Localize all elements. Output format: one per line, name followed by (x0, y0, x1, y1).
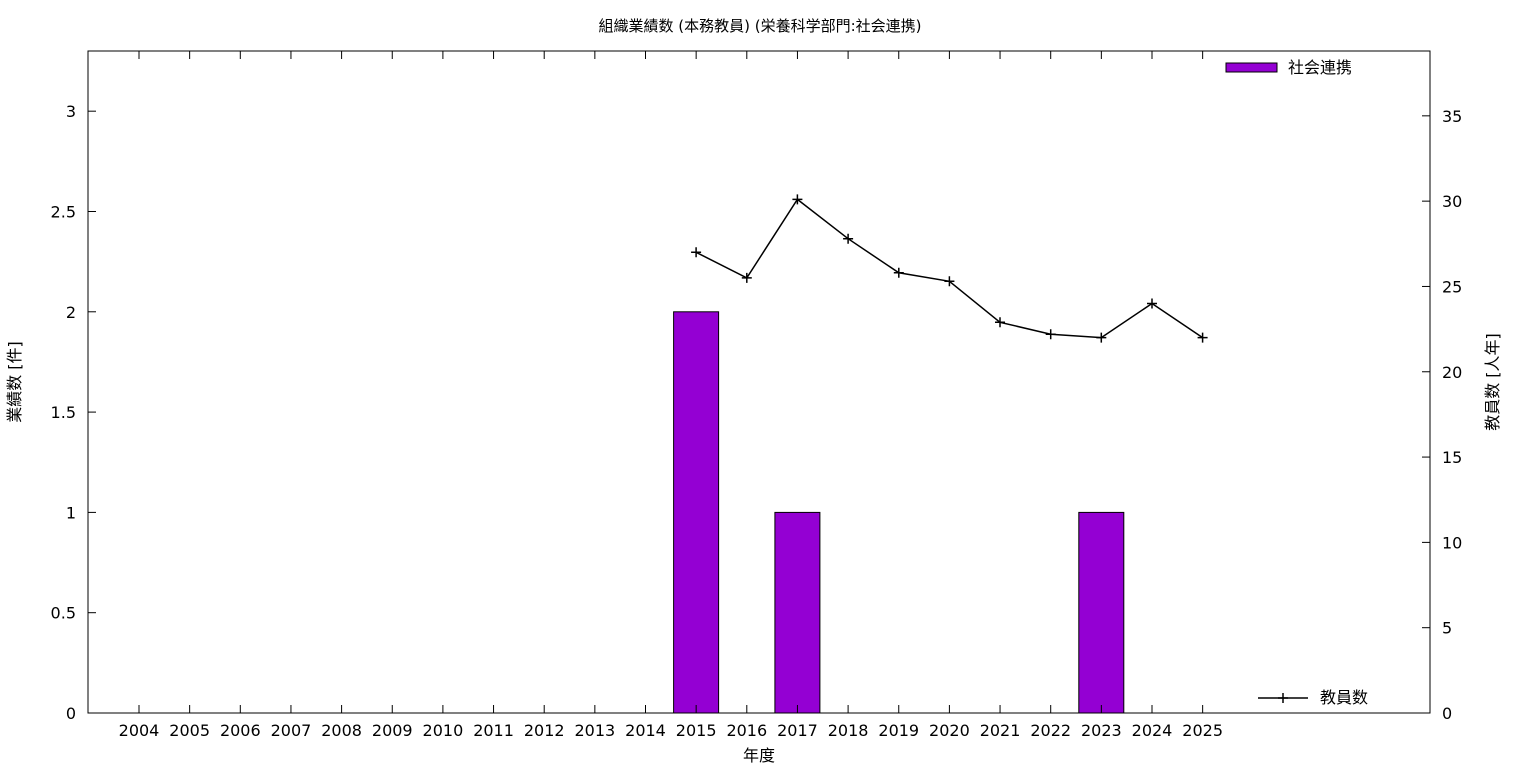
line-point (1197, 332, 1208, 343)
x-tick-label: 2018 (828, 721, 869, 740)
x-tick-label: 2006 (220, 721, 261, 740)
legend-bar: 社会連携 (1225, 58, 1352, 77)
x-tick-label: 2017 (777, 721, 818, 740)
y-tick-label: 1 (66, 503, 76, 522)
x-tick-label: 2012 (524, 721, 565, 740)
y-tick-label: 2 (66, 303, 76, 322)
y-tick-label: 0.5 (51, 604, 76, 623)
bar-2023 (1078, 511, 1125, 714)
x-tick-label: 2008 (321, 721, 362, 740)
x-tick-label: 2019 (878, 721, 919, 740)
legend-line-marker (1278, 693, 1288, 703)
y-axis-right: 0 5 10 15 20 25 30 35 (1422, 107, 1462, 723)
y2-tick-label: 30 (1442, 192, 1462, 211)
line-point (944, 276, 955, 287)
x-tick-label: 2004 (119, 721, 160, 740)
line-point (1147, 298, 1157, 309)
y2-tick-label: 5 (1442, 619, 1452, 638)
x-tick-label: 2020 (929, 721, 970, 740)
y2-tick-label: 25 (1442, 277, 1462, 296)
line-point (1096, 332, 1107, 343)
x-tick-label: 2009 (372, 721, 413, 740)
line-series (695, 198, 1204, 339)
chart-title: 組織業績数 (本務教員) (栄養科学部門:社会連携) (598, 17, 921, 35)
x-tick-label: 2010 (423, 721, 464, 740)
x-tick-label: 2007 (271, 721, 312, 740)
legend-bar-label: 社会連携 (1288, 58, 1352, 77)
bars-group (673, 311, 1125, 714)
y2-tick-label: 20 (1442, 363, 1462, 382)
y2-tick-label: 10 (1442, 533, 1462, 552)
x-tick-label: 2005 (169, 721, 210, 740)
y-axis-label-left: 業績数 [件] (5, 341, 24, 423)
y2-tick-label: 35 (1442, 107, 1462, 126)
y2-tick-label: 0 (1442, 704, 1452, 723)
x-axis-label: 年度 (743, 746, 775, 765)
line-point (691, 247, 702, 258)
x-tick-label: 2021 (980, 721, 1021, 740)
line-point (792, 194, 803, 205)
x-axis: 2004 2005 2006 2007 2008 2009 2010 2011 2012 2013… (119, 51, 1223, 740)
bar-2015 (673, 311, 720, 714)
legend-line: 教員数 (1258, 688, 1368, 707)
bar-2017 (774, 511, 821, 714)
line-point (995, 317, 1005, 328)
y-tick-label: 1.5 (51, 403, 76, 422)
line-group (691, 194, 1208, 343)
y-axis-left: 0 0.5 1 1.5 2 2.5 3 (51, 102, 96, 723)
line-point (1045, 329, 1056, 340)
x-tick-label: 2022 (1030, 721, 1071, 740)
x-tick-label: 2016 (726, 721, 767, 740)
y-axis-label-right: 教員数 [人年] (1483, 333, 1502, 431)
plot-frame (87, 50, 1431, 714)
y2-tick-label: 15 (1442, 448, 1462, 467)
line-point (893, 267, 904, 278)
legend-line-label: 教員数 (1320, 688, 1368, 707)
y-tick-label: 2.5 (51, 202, 76, 221)
line-point (843, 233, 854, 244)
x-tick-label: 2013 (574, 721, 615, 740)
y-tick-label: 0 (66, 704, 76, 723)
x-tick-label: 2015 (676, 721, 717, 740)
x-tick-label: 2025 (1182, 721, 1223, 740)
x-tick-label: 2014 (625, 721, 666, 740)
line-point (741, 272, 752, 283)
x-tick-label: 2011 (473, 721, 514, 740)
legend-bar-swatch (1225, 62, 1278, 73)
x-tick-label: 2023 (1081, 721, 1122, 740)
x-tick-label: 2024 (1132, 721, 1173, 740)
y-tick-label: 3 (66, 102, 76, 121)
